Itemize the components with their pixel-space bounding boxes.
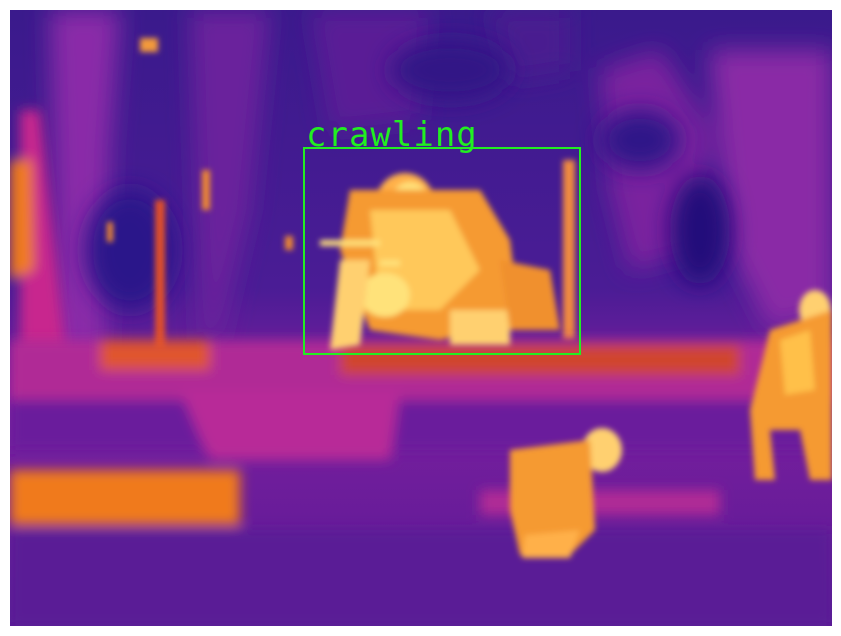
right-person [750,290,832,480]
cool-regions [85,40,730,310]
detection-bounding-box [303,147,581,355]
background-trees [50,10,832,400]
crawling-person [320,173,560,350]
thermal-image-frame: crawling [10,10,832,626]
crouching-child [510,428,622,558]
detection-label: crawling [306,115,478,155]
poles [107,38,575,350]
thermal-scene [10,10,832,626]
left-trunk [10,110,70,400]
ground [10,340,832,626]
